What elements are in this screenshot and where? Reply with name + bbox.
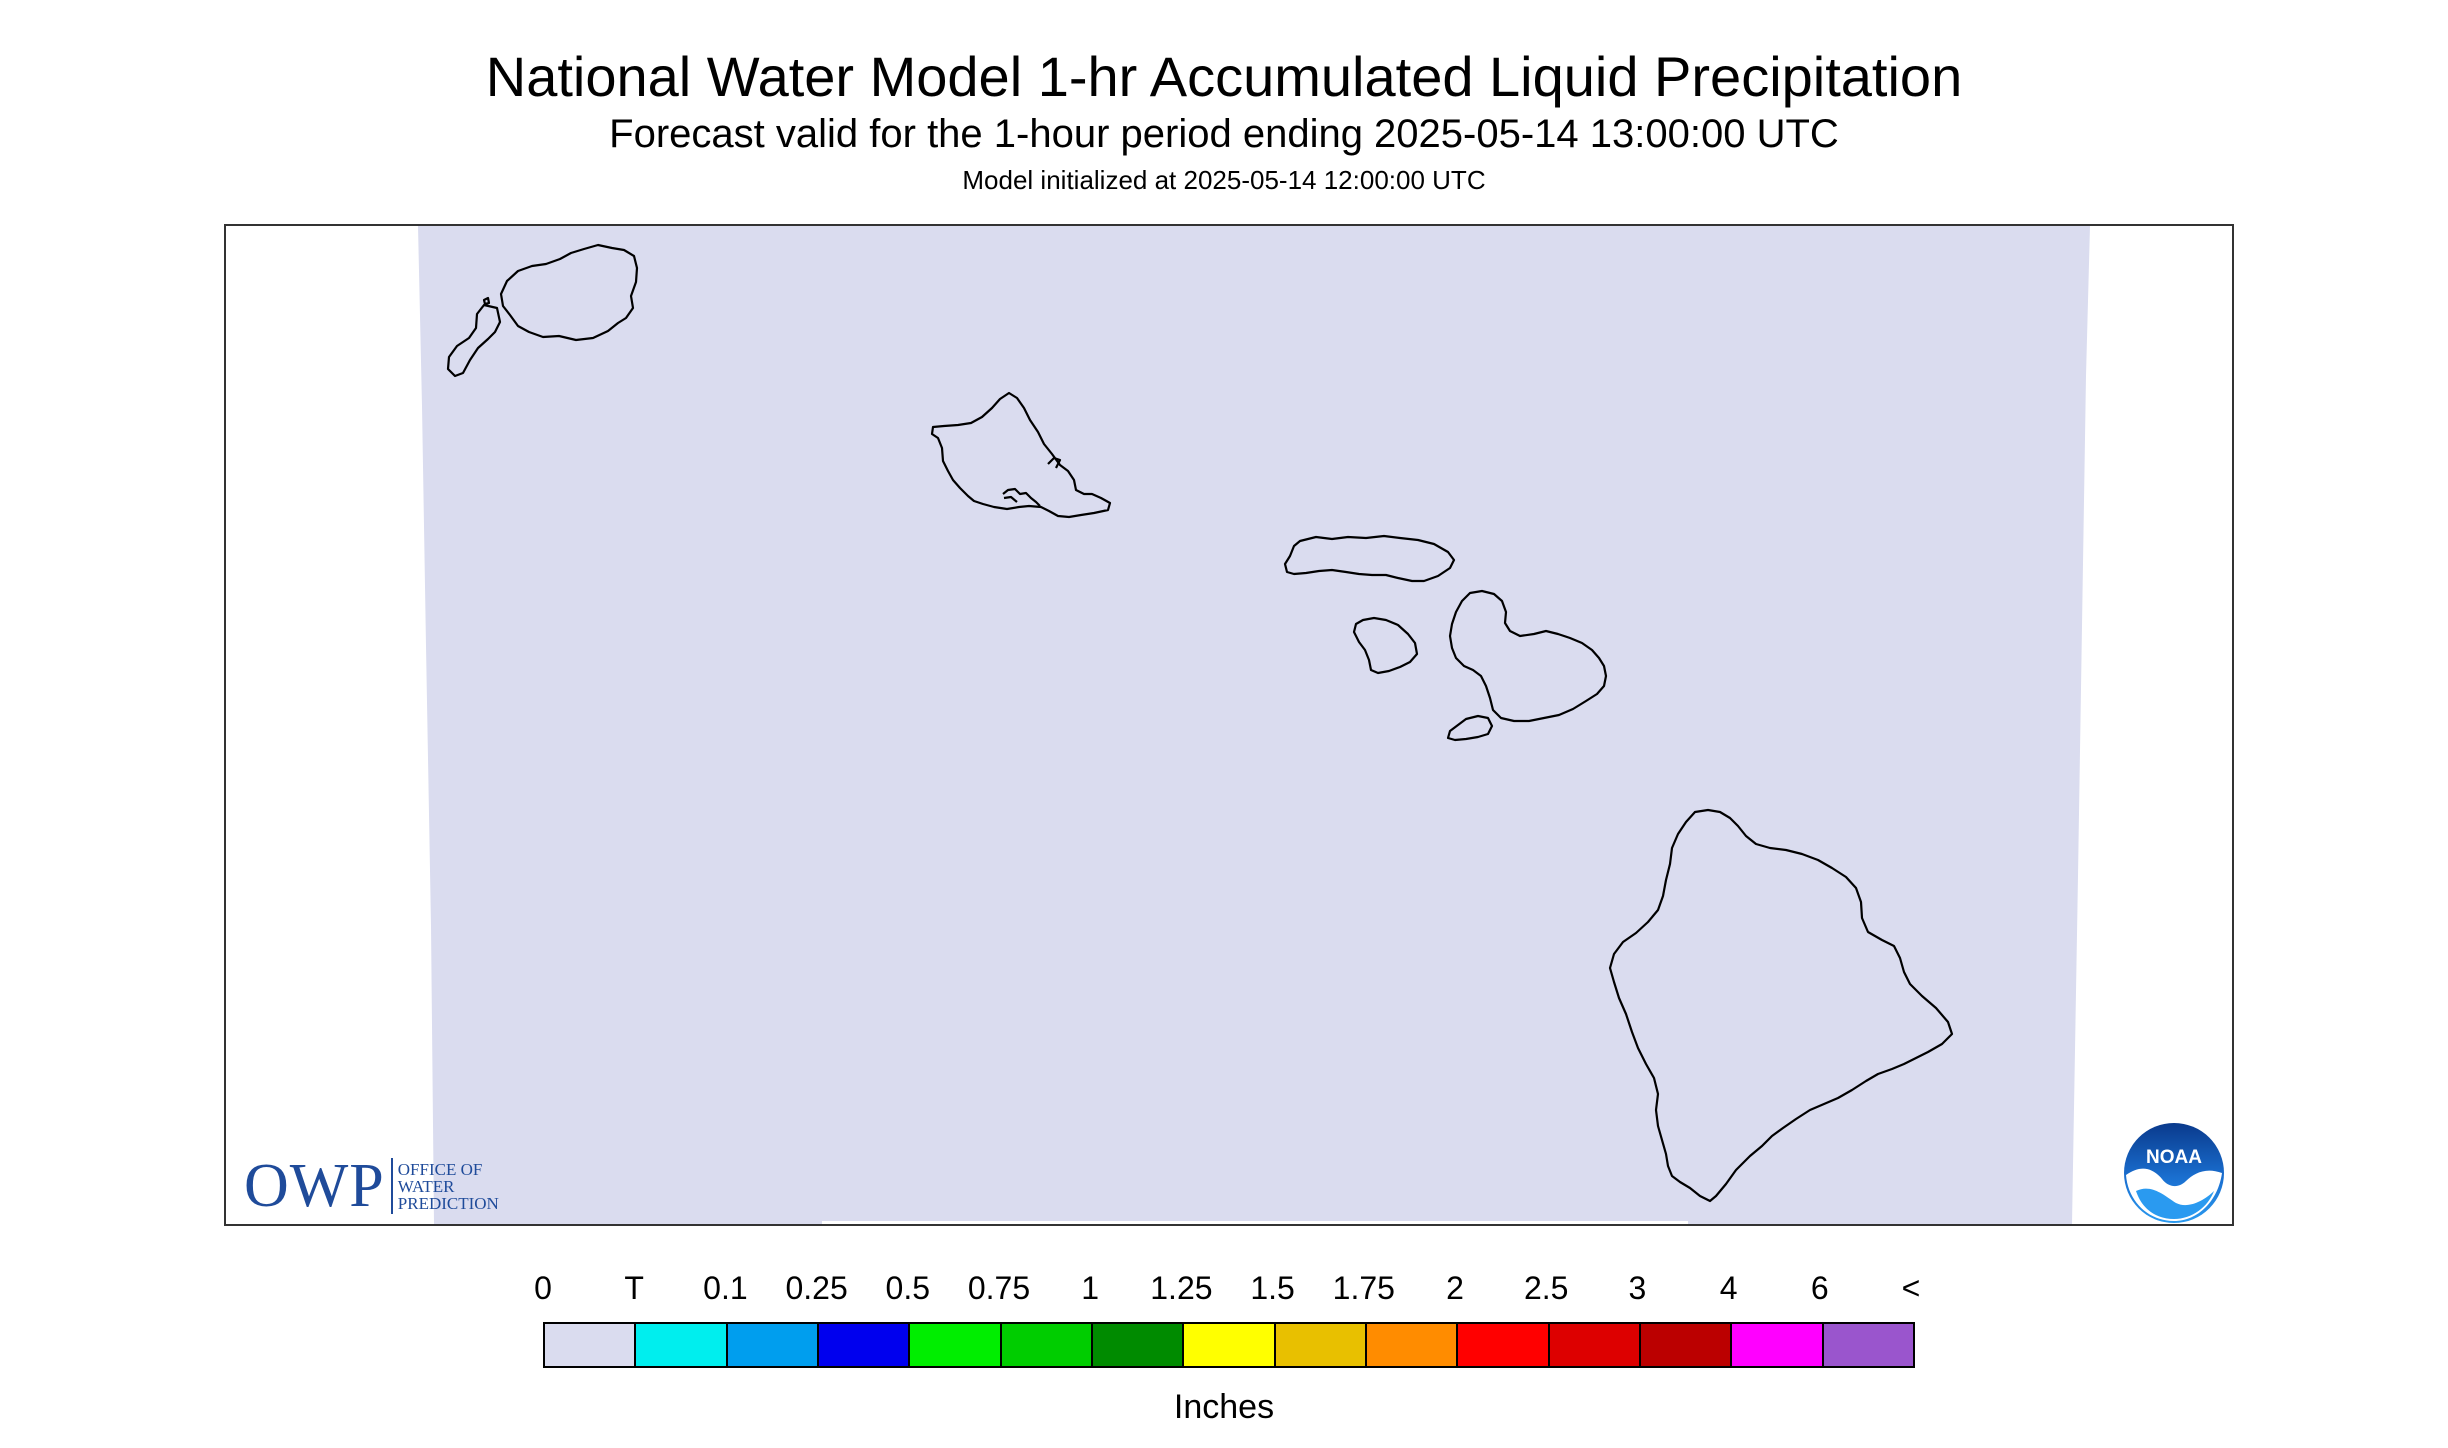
kahoolawe-island	[1446, 714, 1494, 742]
legend-tick-label: 0.1	[703, 1270, 748, 1306]
model-domain-fill	[418, 226, 2090, 1224]
noaa-logo: NOAA	[2124, 1123, 2224, 1223]
map-title: National Water Model 1-hr Accumulated Li…	[485, 45, 1963, 108]
colorbar-swatch	[1001, 1324, 1093, 1366]
legend-tick-label: <	[1901, 1270, 1921, 1306]
legend-labels: 0 T 0.1 0.25 0.5 0.75 1 1.25 1.5 1.75 2 2.5 3 4 6 <	[534, 1270, 1920, 1310]
legend-tick-label: 3	[1628, 1270, 1647, 1306]
map-frame: OWP OFFICE OF WATER PREDICTION NOAA	[224, 224, 2234, 1226]
legend-units-label: Inches	[1173, 1388, 1275, 1426]
legend-tick-label: 1.25	[1150, 1270, 1213, 1306]
pearl-harbor-outline	[1002, 456, 1062, 507]
colorbar-swatch	[1549, 1324, 1641, 1366]
molokai-island	[1283, 534, 1456, 583]
noaa-logo-text: NOAA	[2146, 1147, 2202, 1168]
legend-tick-label: 1	[1081, 1270, 1100, 1306]
legend-tick-label: 0.25	[785, 1270, 848, 1306]
colorbar-swatch	[727, 1324, 819, 1366]
colorbar-swatch	[1458, 1324, 1550, 1366]
colorbar-swatch	[636, 1324, 728, 1366]
legend-tick-label: 1.75	[1332, 1270, 1395, 1306]
owp-logo-line-3: PREDICTION	[397, 1193, 499, 1213]
colorbar-swatch	[1275, 1324, 1367, 1366]
owp-logo-line-2: WATER	[397, 1176, 455, 1196]
legend-tick-label: 0	[534, 1270, 552, 1306]
map-canvas	[418, 226, 2090, 1224]
maui-island	[1448, 589, 1608, 723]
map-subtitle: Forecast valid for the 1-hour period end…	[609, 112, 1839, 156]
colorbar-swatch	[545, 1324, 637, 1366]
hawaii-island	[1608, 808, 1954, 1203]
colorbar-swatch	[1366, 1324, 1459, 1366]
owp-logo-letters: OWP	[244, 1152, 385, 1220]
owp-logo-words: OFFICE OF WATER PREDICTION	[398, 1161, 499, 1212]
owp-logo-divider	[390, 1158, 393, 1214]
owp-logo: OWP OFFICE OF WATER PREDICTION	[244, 1152, 499, 1220]
model-init-line: Model initialized at 2025-05-14 12:00:00…	[962, 165, 1486, 195]
kauai-island	[499, 243, 639, 342]
legend-tick-label: 2.5	[1523, 1270, 1569, 1306]
precipitation-colorbar	[543, 1322, 1915, 1368]
lehua-islet	[482, 296, 491, 306]
legend-tick-label: 0.75	[967, 1270, 1031, 1306]
legend-tick-label: 1.5	[1250, 1270, 1295, 1306]
oahu-island	[930, 391, 1112, 519]
lanai-island	[1352, 616, 1419, 675]
colorbar-swatch	[1640, 1324, 1733, 1366]
colorbar-swatch	[818, 1324, 911, 1366]
colorbar-swatch	[910, 1324, 1002, 1366]
owp-logo-line-1: OFFICE OF	[397, 1159, 483, 1179]
colorbar-swatch	[1092, 1324, 1185, 1366]
legend-tick-label: 0.5	[885, 1270, 931, 1306]
legend-tick-label: 4	[1719, 1270, 1738, 1306]
niihau-island	[446, 303, 502, 378]
colorbar-swatch	[1732, 1324, 1824, 1366]
legend-tick-label: 2	[1446, 1270, 1464, 1306]
legend-tick-label: T	[624, 1270, 644, 1306]
legend-tick-label: 6	[1810, 1270, 1829, 1306]
colorbar-swatch	[1184, 1324, 1276, 1366]
colorbar-swatch	[1823, 1324, 1913, 1366]
